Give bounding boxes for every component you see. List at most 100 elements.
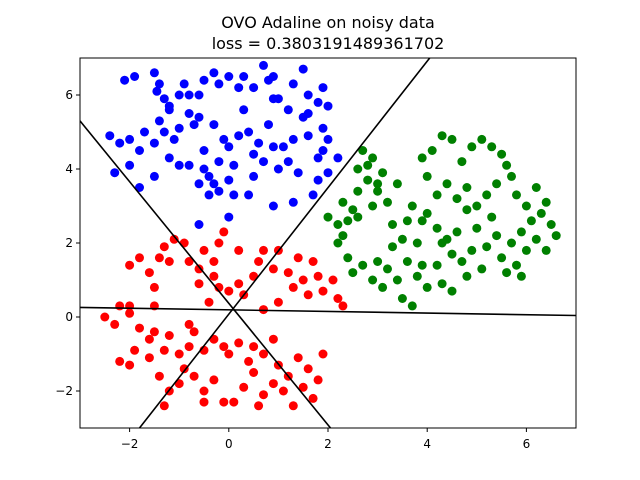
red-point xyxy=(259,349,268,359)
green-point xyxy=(383,264,392,274)
green-point xyxy=(447,249,457,259)
red-point xyxy=(199,397,209,407)
blue-point xyxy=(125,134,135,144)
green-point xyxy=(477,264,487,274)
red-point xyxy=(308,393,318,403)
green-point xyxy=(516,271,526,281)
red-point xyxy=(293,353,303,363)
green-point xyxy=(492,179,502,189)
boundary-line-2 xyxy=(80,120,332,428)
blue-point xyxy=(189,120,199,130)
green-point xyxy=(462,271,472,281)
green-point xyxy=(507,238,516,248)
green-point xyxy=(422,282,432,292)
red-point xyxy=(159,242,169,252)
red-point xyxy=(249,368,259,377)
red-point xyxy=(100,312,110,322)
red-point xyxy=(144,353,154,363)
red-point xyxy=(224,286,234,296)
green-point xyxy=(392,275,402,285)
x-tick-label: 6 xyxy=(523,437,531,451)
red-point xyxy=(179,238,189,248)
blue-point xyxy=(308,190,318,200)
blue-point xyxy=(120,75,130,85)
green-point xyxy=(432,223,442,233)
red-point xyxy=(318,286,328,296)
green-point xyxy=(402,216,412,226)
y-tick-label: 0 xyxy=(65,310,73,324)
green-point xyxy=(363,160,373,170)
blue-point xyxy=(264,120,273,130)
blue-point xyxy=(154,116,164,126)
red-point xyxy=(149,327,159,337)
red-point xyxy=(234,245,244,255)
blue-point xyxy=(323,101,333,111)
blue-point xyxy=(293,168,303,178)
green-point xyxy=(487,212,497,222)
blue-point xyxy=(249,171,259,181)
red-point xyxy=(154,371,164,381)
green-point xyxy=(417,260,427,270)
blue-point xyxy=(318,146,328,155)
red-point xyxy=(194,264,204,274)
red-point xyxy=(224,349,234,359)
blue-point xyxy=(164,101,174,111)
blue-point xyxy=(184,109,194,118)
red-point xyxy=(154,253,164,263)
red-point xyxy=(219,342,229,352)
green-point xyxy=(368,153,378,163)
red-point xyxy=(333,294,343,303)
blue-point xyxy=(229,190,239,200)
x-tick-label: 4 xyxy=(423,437,431,451)
green-point xyxy=(353,186,363,196)
y-tick-label: 2 xyxy=(65,236,73,250)
red-point xyxy=(199,386,209,396)
red-point xyxy=(234,338,244,348)
red-point xyxy=(259,245,268,255)
red-point xyxy=(204,297,214,307)
blue-point xyxy=(268,142,278,152)
red-point xyxy=(259,390,268,400)
red-point xyxy=(234,279,244,289)
blue-point xyxy=(288,79,298,89)
blue-point xyxy=(318,123,328,133)
green-point xyxy=(541,197,551,207)
chart-title: OVO Adaline on noisy data xyxy=(221,13,435,32)
green-point xyxy=(348,268,358,278)
red-point xyxy=(125,308,135,318)
blue-point xyxy=(199,75,209,85)
blue-point xyxy=(159,94,169,104)
green-point xyxy=(502,160,512,170)
green-point xyxy=(348,205,358,215)
red-point xyxy=(229,397,239,407)
x-axis: −2 0 2 4 6 xyxy=(121,428,530,451)
blue-point xyxy=(224,212,234,222)
blue-point xyxy=(288,134,298,144)
red-point xyxy=(164,257,174,266)
y-tick-label: 4 xyxy=(65,162,73,176)
red-point xyxy=(288,282,298,292)
green-point xyxy=(383,197,392,207)
green-point xyxy=(417,153,427,163)
boundary-line-1 xyxy=(80,306,576,317)
green-point xyxy=(447,134,457,144)
blue-point xyxy=(249,149,259,159)
blue-point xyxy=(288,197,298,207)
red-point xyxy=(184,319,194,329)
green-point xyxy=(407,201,417,211)
red-point xyxy=(209,375,219,385)
red-point xyxy=(318,349,328,359)
green-point xyxy=(378,168,388,178)
red-point xyxy=(328,275,338,285)
blue-point xyxy=(159,127,169,137)
blue-point xyxy=(268,94,278,104)
green-point xyxy=(447,286,457,296)
red-point xyxy=(303,290,313,300)
green-point xyxy=(457,157,467,167)
red-point xyxy=(199,245,209,255)
red-point xyxy=(184,257,194,266)
green-point xyxy=(397,294,407,303)
blue-point xyxy=(174,160,184,170)
green-point xyxy=(412,238,422,248)
red-point xyxy=(174,349,184,359)
